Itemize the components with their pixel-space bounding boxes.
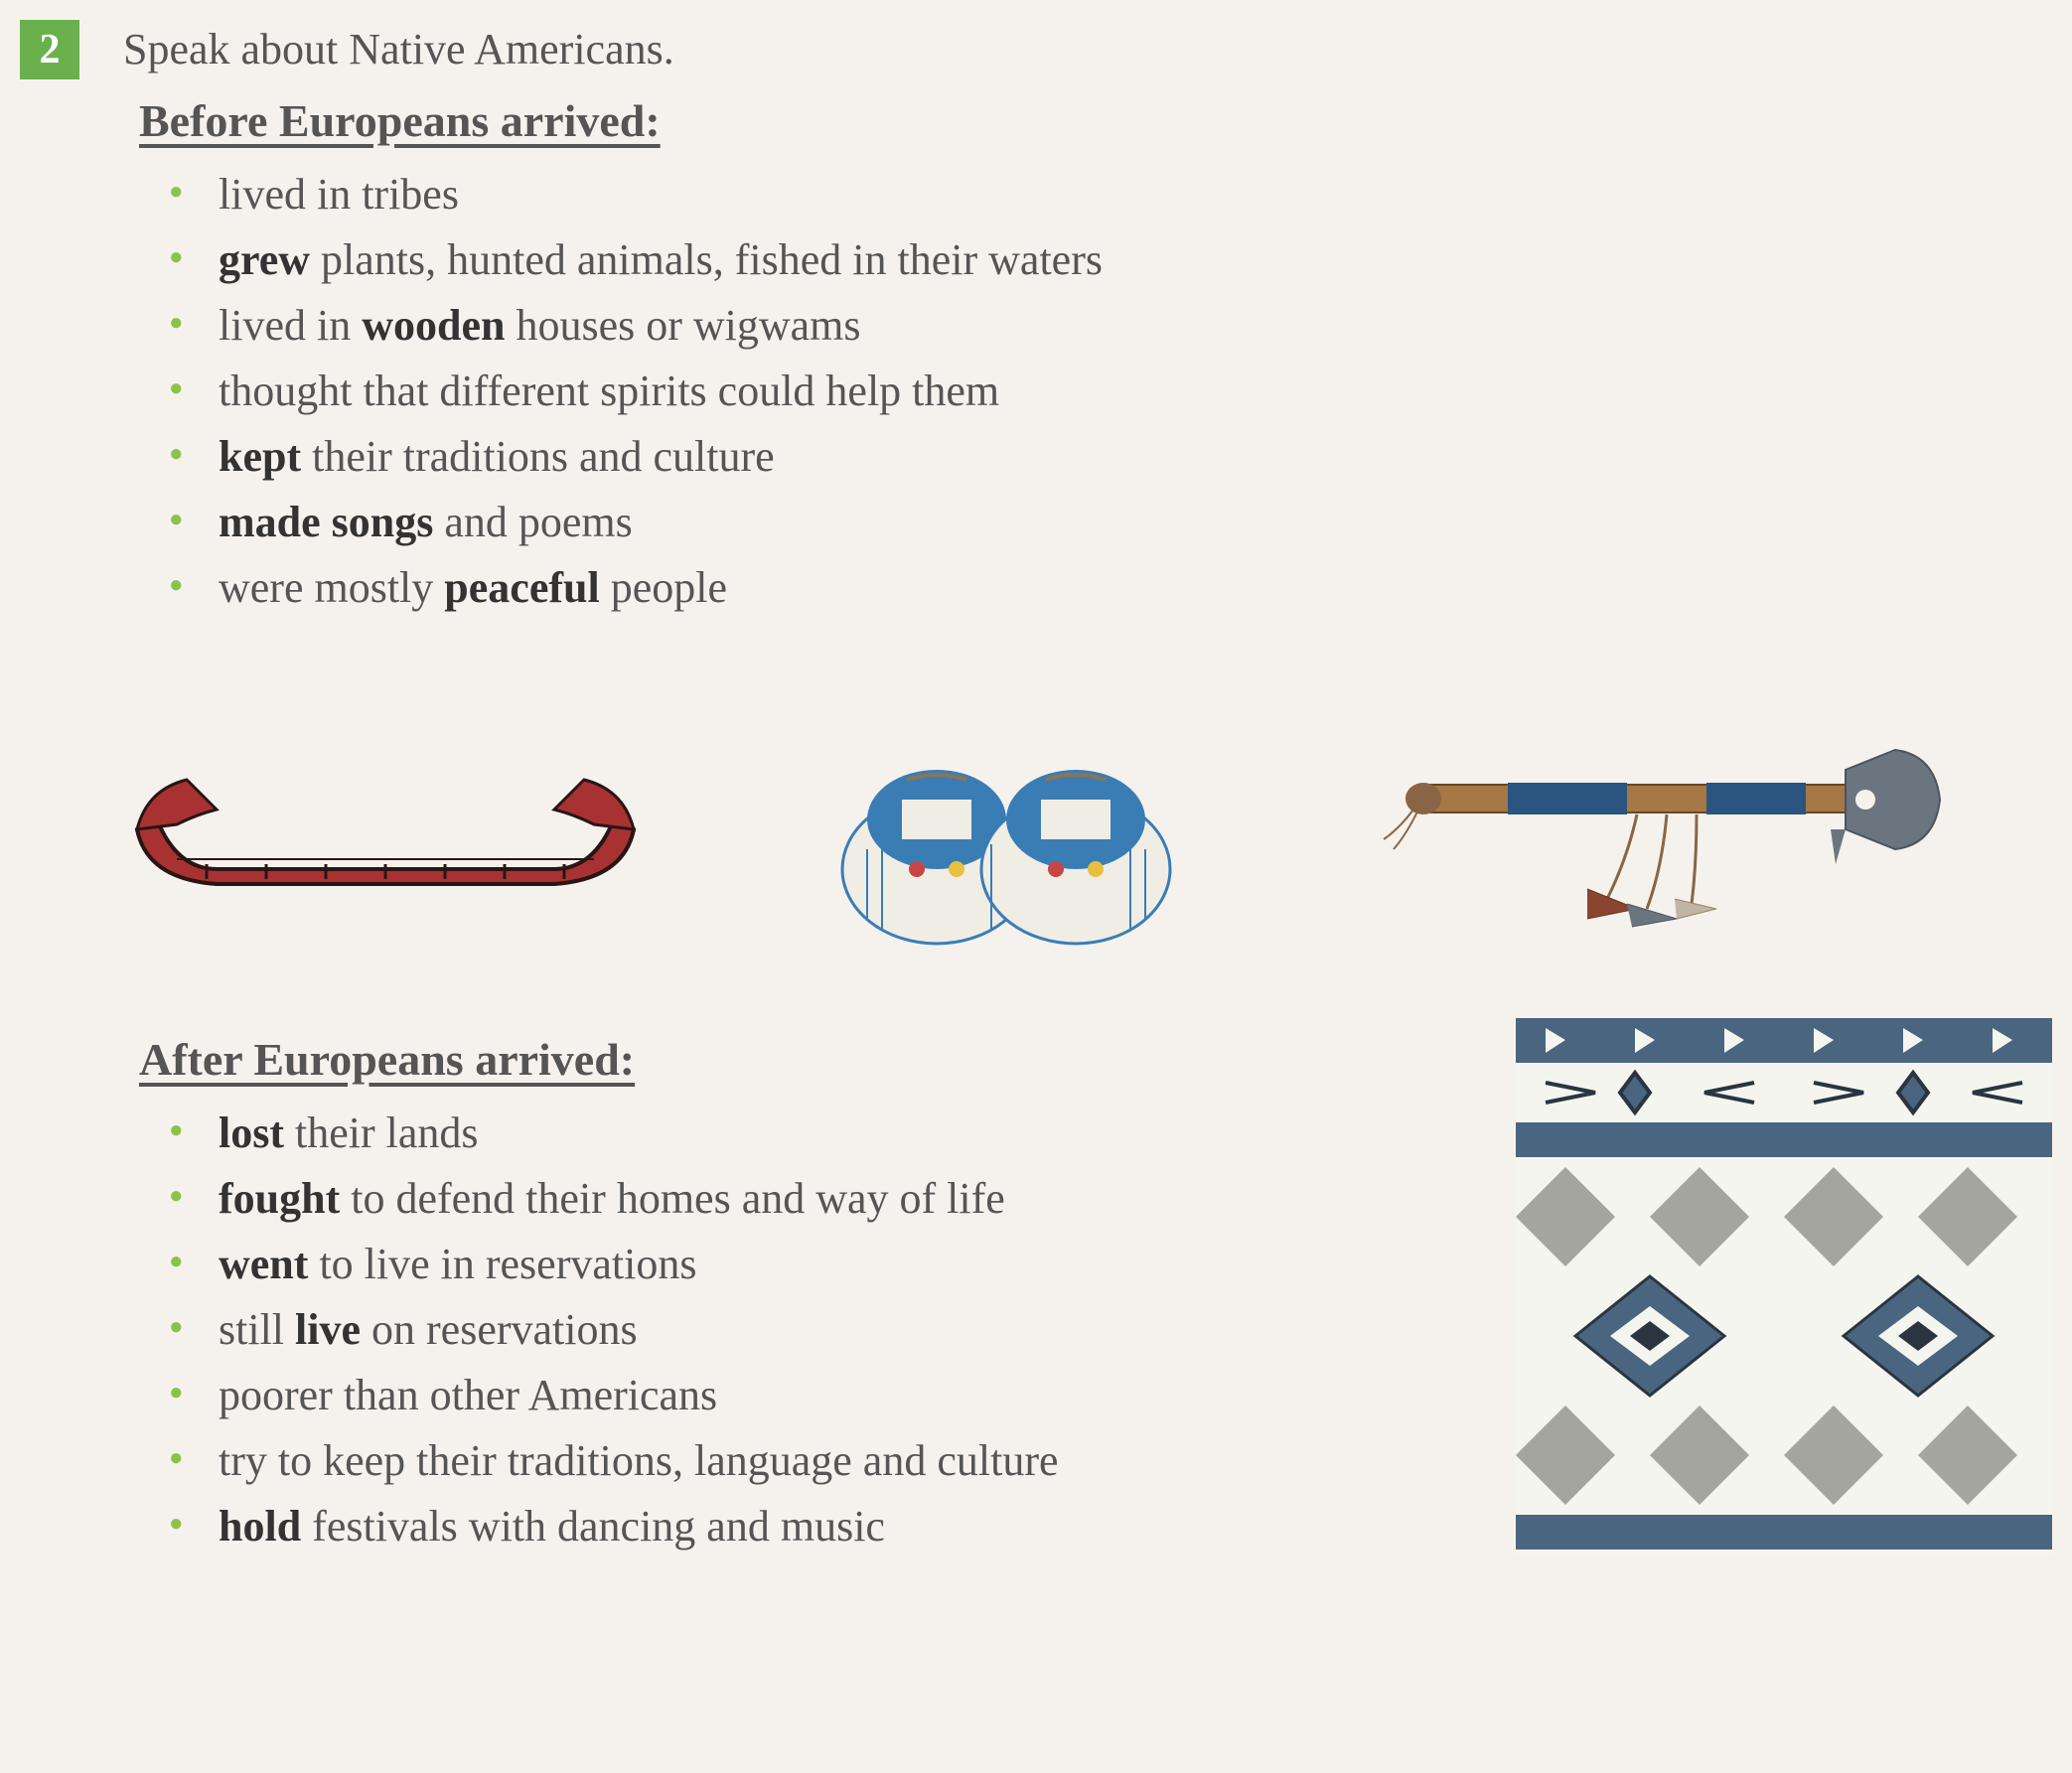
exercise-container: 2 Speak about Native Americans. Before E… [20,20,2052,1559]
section2-content: After Europeans arrived: lost their land… [139,1018,1476,1559]
instruction-text: Speak about Native Americans. [123,20,674,79]
exercise-number-badge: 2 [20,20,79,79]
section2-list: lost their landsfought to defend their h… [139,1101,1476,1559]
bullet-item: kept their traditions and culture [169,424,2052,490]
bullet-item: lived in tribes [169,162,2052,227]
section1-heading: Before Europeans arrived: [139,94,2052,147]
section1-list: lived in tribesgrew plants, hunted anima… [139,162,2052,621]
bullet-item: try to keep their traditions, language a… [169,1428,1476,1494]
canoe-illustration [117,730,654,909]
native-pattern-illustration [1516,1018,2052,1554]
section2-heading: After Europeans arrived: [139,1033,1476,1086]
bullet-item: made songs and poems [169,490,2052,555]
bullet-item: hold festivals with dancing and music [169,1494,1476,1559]
tomahawk-illustration [1359,710,1955,929]
bullet-item: lost their lands [169,1101,1476,1166]
bullet-item: still live on reservations [169,1297,1476,1363]
bullet-item: grew plants, hunted animals, fished in t… [169,227,2052,293]
bullet-item: poorer than other Americans [169,1363,1476,1428]
artifacts-row [20,670,2052,968]
bottom-section: After Europeans arrived: lost their land… [20,1018,2052,1559]
bullet-item: went to live in reservations [169,1232,1476,1297]
bullet-item: lived in wooden houses or wigwams [169,293,2052,359]
bullet-item: thought that different spirits could hel… [169,359,2052,424]
content-area: Before Europeans arrived: lived in tribe… [139,94,2052,621]
moccasins-illustration [808,670,1205,968]
bullet-item: were mostly peaceful people [169,555,2052,621]
bullet-item: fought to defend their homes and way of … [169,1166,1476,1232]
